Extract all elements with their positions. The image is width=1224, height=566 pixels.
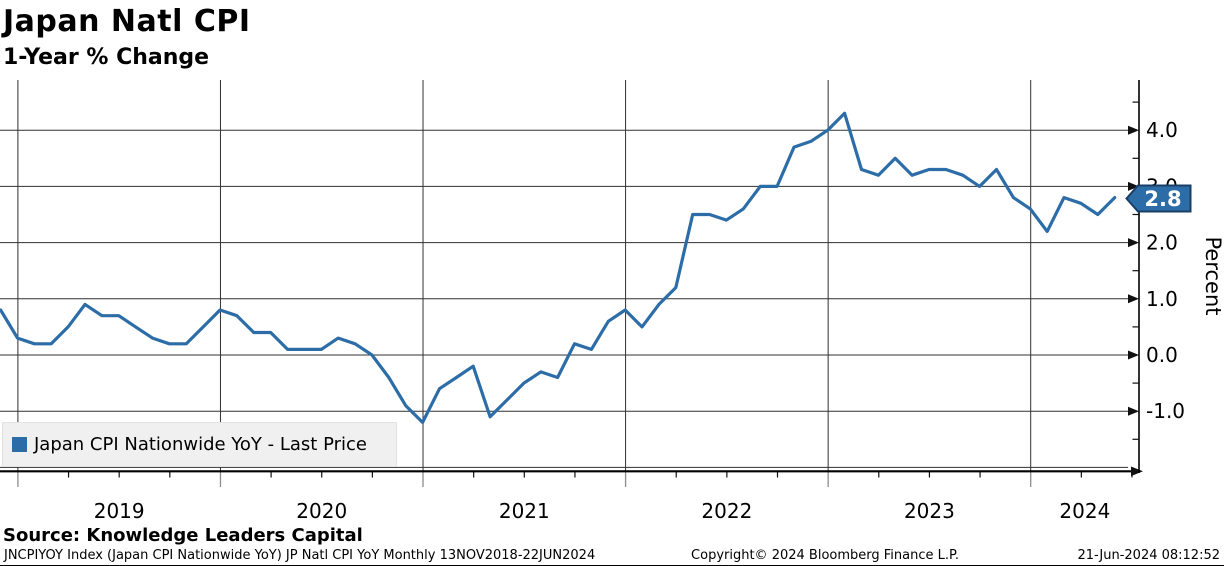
x-year-label: 2019 — [94, 499, 145, 523]
gridline-arrow-icon — [1128, 125, 1139, 135]
x-axis-arrow-icon — [1131, 466, 1143, 477]
x-year-label: 2021 — [499, 499, 550, 523]
footer-copyright: Copyright© 2024 Bloomberg Finance L.P. — [691, 548, 959, 563]
y-axis-title: Percent — [1201, 236, 1224, 315]
cpi-line-series — [0, 111, 1117, 424]
footer-security-description: JNCPIYOY Index (Japan CPI Nationwide YoY… — [4, 548, 596, 563]
y-tick-label: 4.0 — [1146, 118, 1178, 142]
y-tick-label: 2.0 — [1146, 231, 1178, 255]
x-year-label: 2023 — [904, 499, 955, 523]
gridline-arrow-icon — [1128, 350, 1139, 360]
y-tick-label: -1.0 — [1146, 399, 1185, 423]
last-price-badge: 2.8 — [1125, 184, 1192, 213]
legend-label: Japan CPI Nationwide YoY - Last Price — [34, 434, 367, 455]
page-title: Japan Natl CPI — [3, 4, 251, 39]
gridline-arrow-icon — [1128, 294, 1139, 304]
x-year-label: 2022 — [701, 499, 752, 523]
y-tick-label: 1.0 — [1146, 287, 1178, 311]
x-year-label: 2020 — [296, 499, 347, 523]
legend-swatch-icon — [12, 437, 27, 452]
gridline-arrow-icon — [1128, 406, 1139, 416]
axis-layer — [0, 80, 1143, 487]
page-subtitle: 1-Year % Change — [3, 45, 210, 70]
y-tick-label: 0.0 — [1146, 343, 1178, 367]
legend: Japan CPI Nationwide YoY - Last Price — [2, 422, 397, 467]
last-price-badge-value: 2.8 — [1144, 187, 1181, 211]
footer-timestamp: 21-Jun-2024 08:12:52 — [1077, 548, 1220, 563]
x-year-label: 2024 — [1059, 499, 1110, 523]
grid-layer — [0, 80, 1128, 472]
gridline-arrow-icon — [1128, 181, 1139, 191]
source-attribution: Source: Knowledge Leaders Capital — [3, 525, 363, 546]
axis-labels: 4.03.02.01.00.0-1.0201920202021202220232… — [94, 118, 1185, 523]
last-price-badge-shape — [1125, 184, 1192, 213]
gridline-arrow-icon — [1128, 238, 1139, 248]
